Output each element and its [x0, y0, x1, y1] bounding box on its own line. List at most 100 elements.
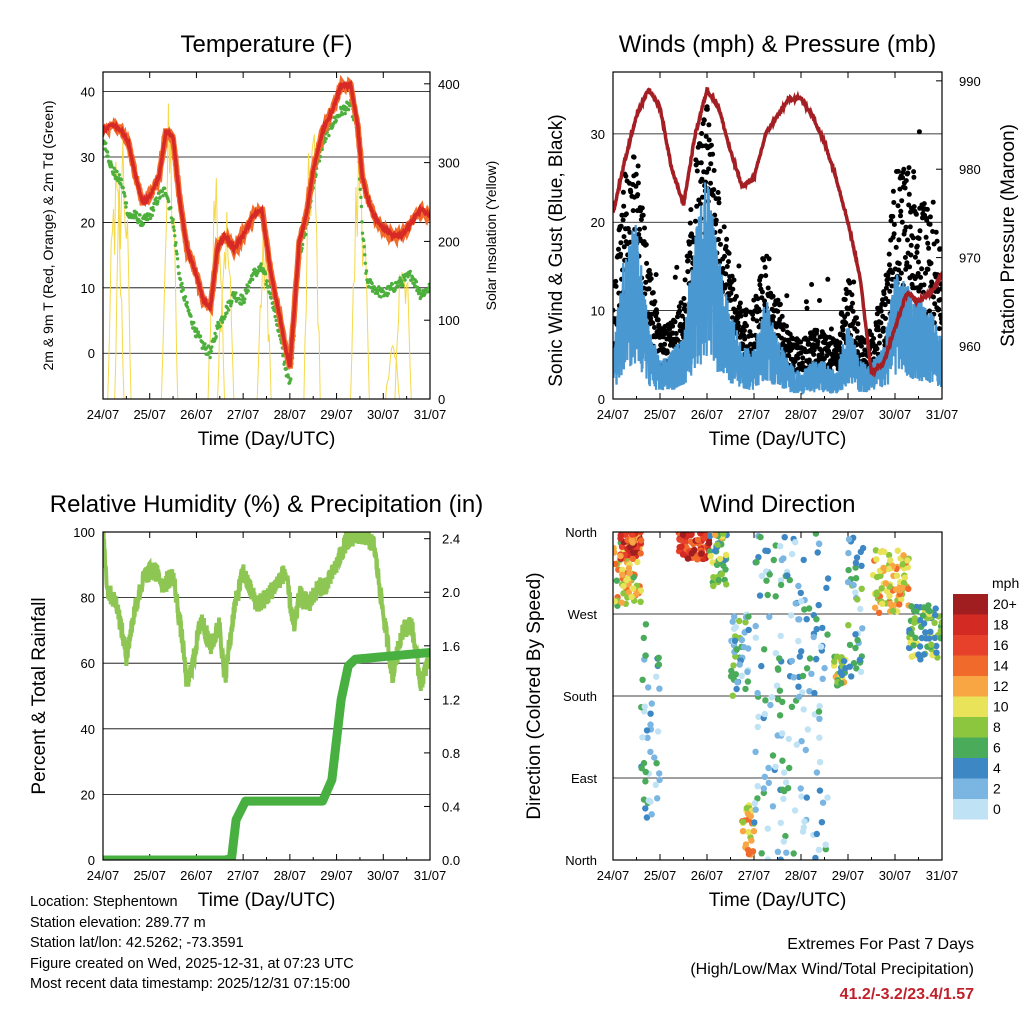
- gust-point: [798, 350, 804, 356]
- direction-point: [882, 580, 890, 587]
- gust-point: [878, 320, 884, 326]
- dewpoint-point: [124, 205, 128, 209]
- gust-point: [901, 166, 907, 172]
- temperature-xtick-label: 24/07: [87, 407, 120, 422]
- precip-y2tick-label: 2.0: [442, 585, 460, 600]
- gust-point: [908, 252, 914, 258]
- direction-point: [925, 635, 933, 642]
- gust-point: [918, 274, 924, 280]
- winds-xtick-label: 24/07: [597, 407, 630, 422]
- direction-point: [908, 653, 915, 660]
- gust-point: [672, 274, 678, 280]
- dewpoint-point: [119, 182, 123, 186]
- gust-point: [924, 206, 930, 212]
- dewpoint-point: [359, 195, 363, 200]
- direction-point: [712, 532, 719, 539]
- gust-point: [896, 261, 902, 267]
- gust-point: [912, 254, 918, 260]
- direction-point: [780, 795, 787, 802]
- direction-plot-area: [613, 532, 942, 860]
- legend-label: 4: [993, 760, 1001, 776]
- direction-point: [748, 837, 755, 844]
- direction-point: [734, 679, 741, 686]
- dewpoint-point: [183, 295, 188, 299]
- gust-point: [898, 213, 903, 219]
- humidity-ytick-label: 40: [81, 722, 95, 737]
- gust-point: [927, 214, 933, 220]
- gust-point: [871, 336, 877, 341]
- extremes-values: 41.2/-3.2/23.4/1.57: [839, 986, 974, 1003]
- direction-point: [744, 810, 752, 818]
- direction-point: [706, 532, 714, 540]
- precip-y2tick-label: 1.6: [442, 639, 460, 654]
- dewpoint-point: [171, 225, 176, 229]
- gust-point: [925, 266, 931, 272]
- direction-point: [648, 811, 655, 818]
- dewpoint-point: [198, 334, 203, 338]
- winds-y2tick-label: 990: [959, 74, 981, 89]
- direction-point: [776, 687, 784, 694]
- gust-point: [908, 242, 914, 248]
- gust-point: [759, 289, 765, 295]
- direction-point: [796, 616, 803, 623]
- dewpoint-point: [264, 282, 268, 286]
- direction-point: [784, 784, 792, 792]
- dewpoint-point: [251, 277, 255, 282]
- direction-point: [916, 643, 924, 650]
- dewpoint-point: [177, 271, 181, 275]
- direction-point: [844, 578, 852, 586]
- direction-point: [736, 617, 743, 625]
- gust-point: [646, 267, 652, 273]
- direction-point: [764, 591, 771, 599]
- dewpoint-point: [358, 187, 362, 192]
- direction-point: [619, 571, 626, 578]
- direction-point: [714, 541, 721, 548]
- dewpoint-point: [151, 205, 155, 210]
- gust-point: [921, 201, 927, 207]
- winds-xtick-label: 26/07: [691, 407, 724, 422]
- dewpoint-point: [263, 272, 268, 276]
- gust-point: [882, 302, 888, 308]
- winds-ytick-label: 30: [591, 127, 605, 142]
- direction-point: [875, 609, 883, 616]
- direction-point: [919, 612, 927, 619]
- direction-point: [782, 779, 790, 786]
- direction-point: [779, 730, 786, 737]
- gust-point: [867, 328, 873, 334]
- gust-point: [819, 351, 825, 357]
- direction-ylabel: Direction (Colored By Speed): [524, 572, 545, 819]
- direction-point: [785, 735, 792, 743]
- dewpoint-point: [343, 111, 347, 116]
- dewpoint-point: [253, 267, 257, 271]
- direction-point: [777, 543, 784, 550]
- gust-point: [903, 266, 909, 272]
- gust-point: [726, 250, 732, 256]
- direction-point: [626, 570, 633, 577]
- gust-point: [885, 281, 891, 287]
- recent-timestamp: Most recent data timestamp: 2025/12/31 0…: [30, 976, 351, 992]
- direction-chart: Wind Direction 24/07 25/07 26/07 27/07 28/07 2…: [524, 491, 1019, 911]
- dewpoint-point: [174, 249, 179, 253]
- direction-point: [769, 752, 777, 759]
- direction-point: [910, 642, 917, 649]
- gust-point: [621, 203, 627, 209]
- direction-point: [647, 798, 654, 805]
- direction-point: [900, 552, 907, 559]
- dewpoint-point: [206, 344, 211, 348]
- gust-point: [792, 358, 798, 364]
- dewpoint-point: [182, 298, 186, 302]
- gust-point: [897, 186, 903, 192]
- dewpoint-point: [360, 220, 364, 224]
- precip-y2tick-label: 1.2: [442, 692, 460, 707]
- pressure-line: [613, 86, 942, 379]
- direction-point: [750, 828, 758, 835]
- direction-point: [655, 661, 663, 668]
- gust-point: [682, 277, 688, 283]
- direction-point: [738, 636, 746, 644]
- gust-point: [731, 277, 737, 283]
- direction-point: [816, 734, 823, 741]
- direction-point: [758, 662, 765, 670]
- direction-point: [656, 776, 663, 784]
- direction-point: [790, 850, 797, 857]
- gust-point: [889, 283, 895, 289]
